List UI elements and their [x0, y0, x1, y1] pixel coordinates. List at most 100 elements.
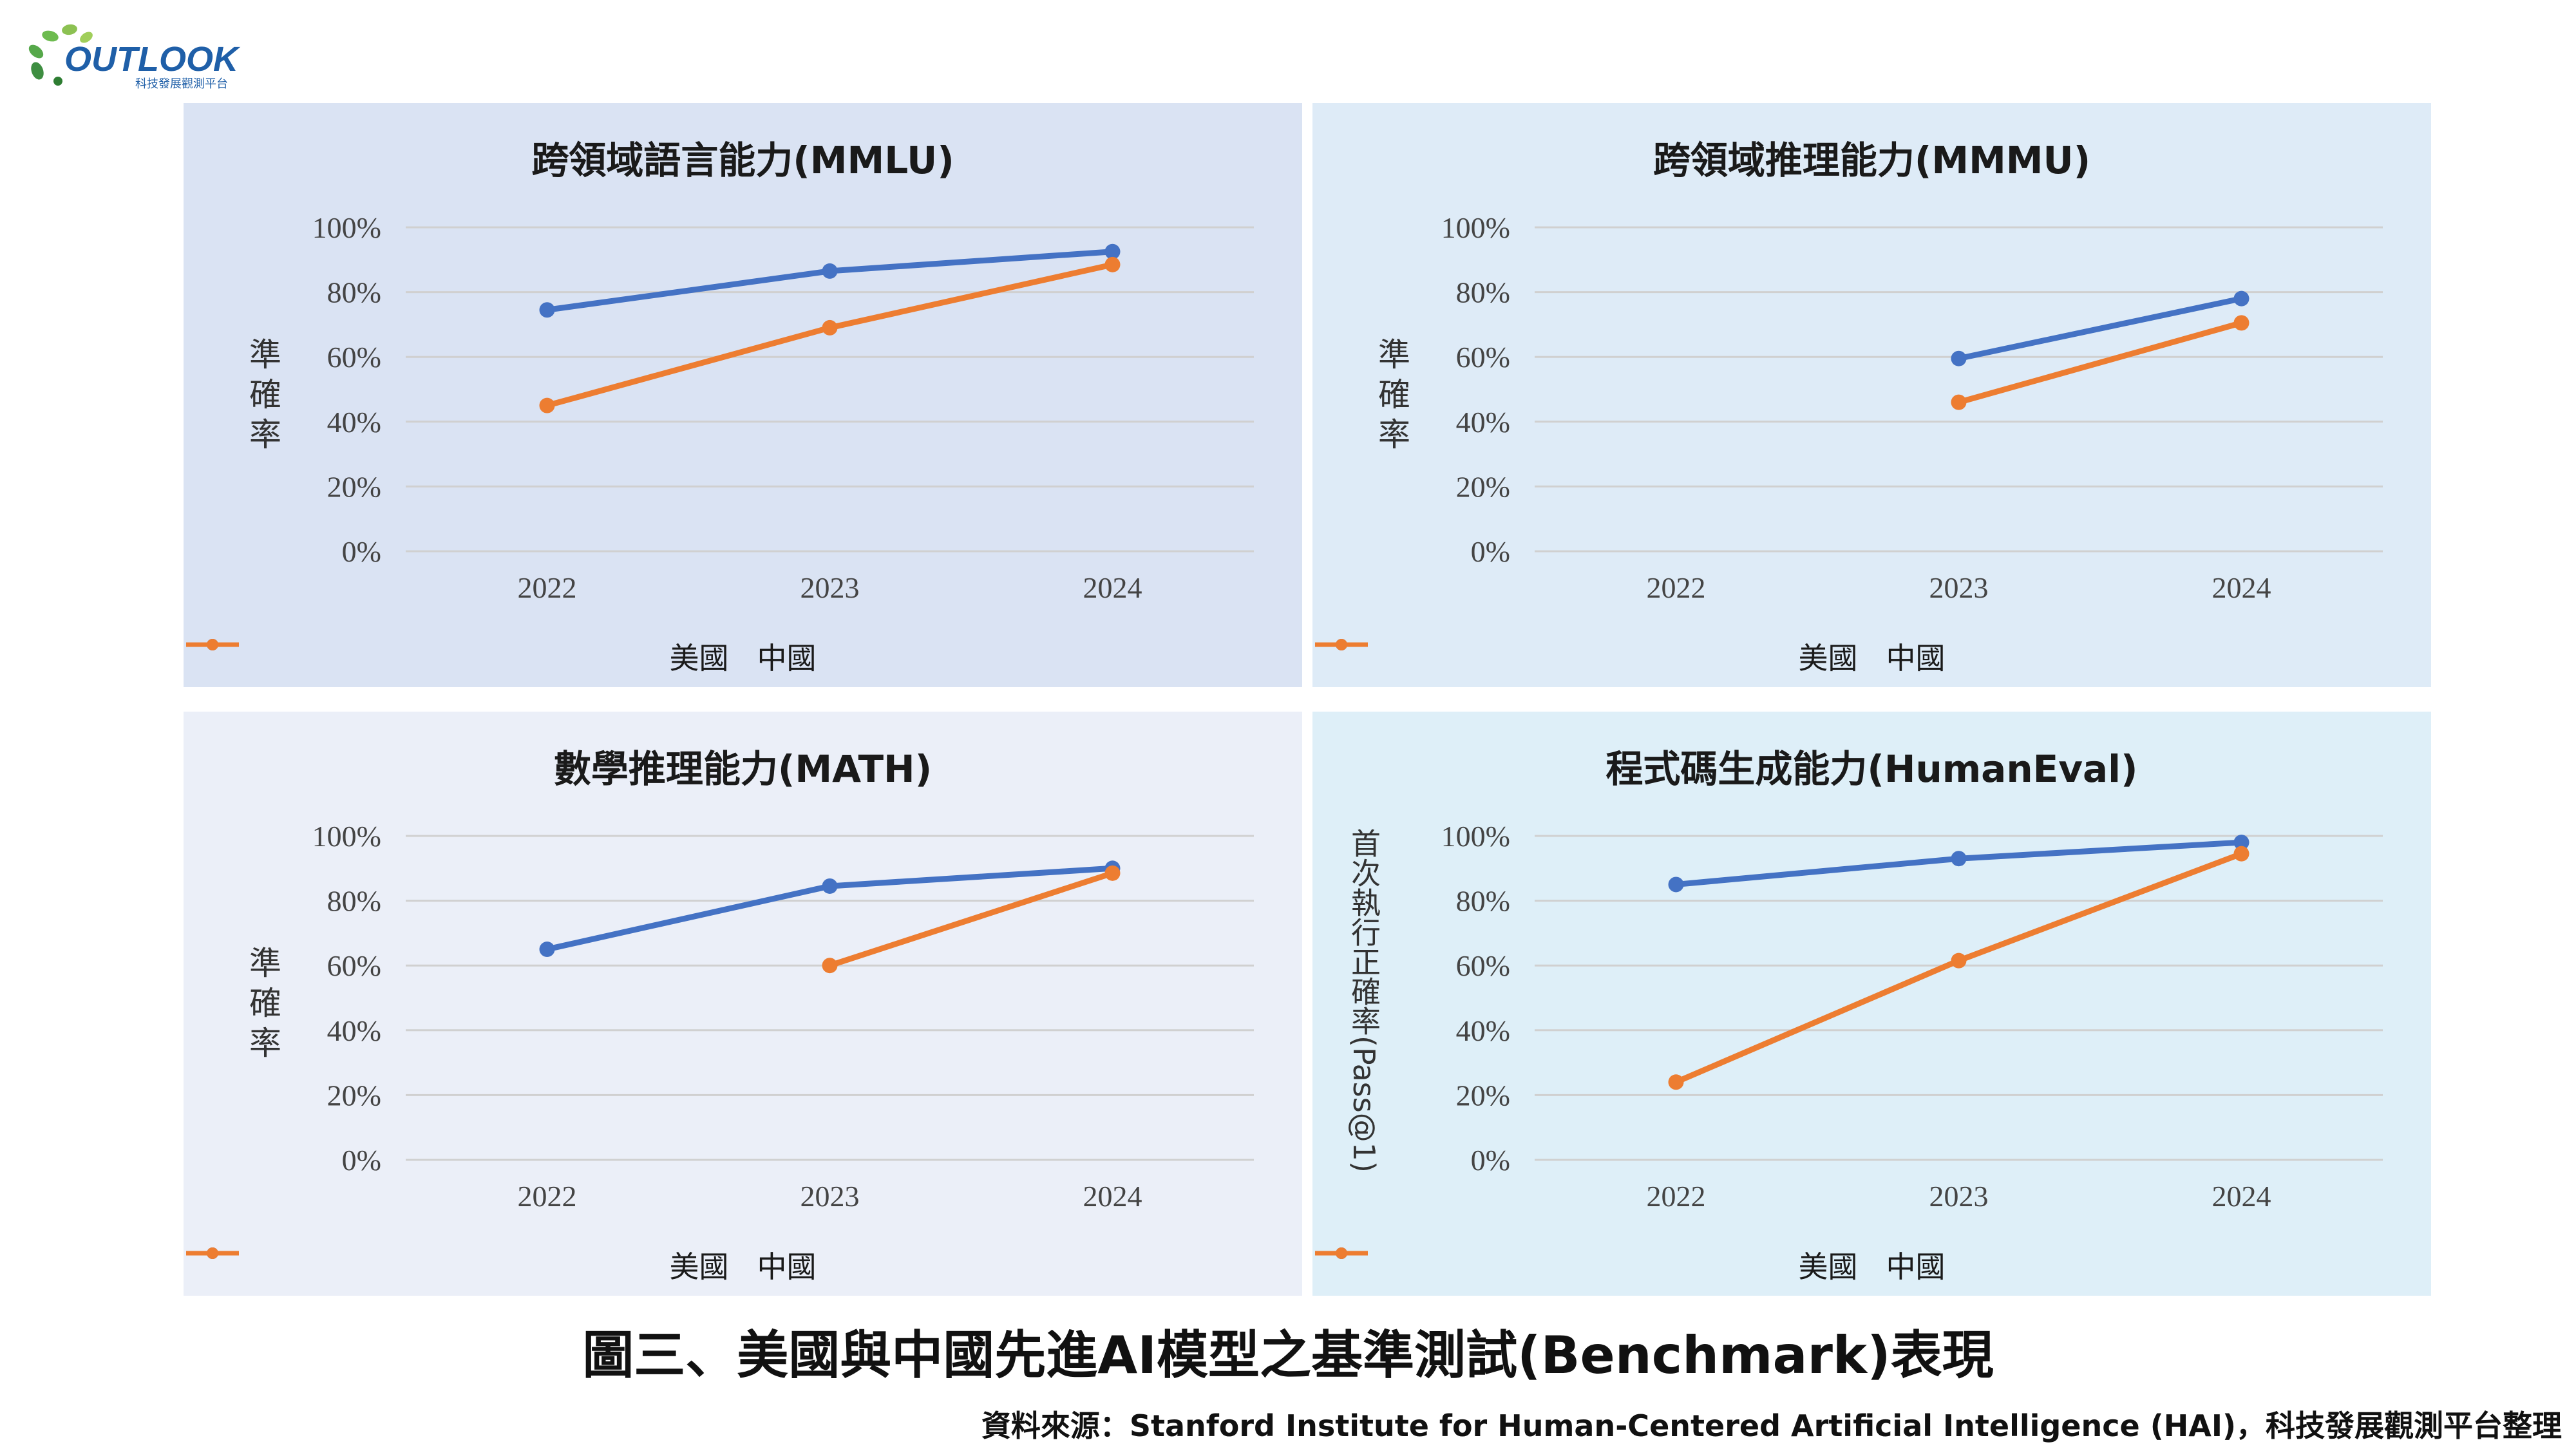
legend-label-us: 美國	[669, 641, 729, 676]
plot-background	[184, 103, 1302, 687]
data-point	[822, 263, 838, 279]
legend-label-cn: 中國	[757, 1249, 817, 1284]
source-note: 資料來源：Stanford Institute for Human-Center…	[981, 1408, 2562, 1443]
plot-background	[1312, 103, 2431, 687]
y-tick-label: 40%	[327, 1014, 381, 1047]
chart-title: 數學推理能力(MATH)	[553, 747, 933, 791]
logo-text: OUTLOOK	[64, 40, 241, 79]
x-tick-label: 2023	[1929, 571, 1989, 604]
chart-math: 0% 20% 40% 60% 80% 100% 2022 2023 2024	[184, 712, 1302, 1296]
data-point	[539, 397, 555, 413]
legend: 美國 中國	[1312, 1244, 2431, 1286]
y-tick-label: 80%	[327, 885, 381, 918]
legend: 美國 中國	[184, 1244, 1302, 1286]
data-point	[1104, 865, 1121, 881]
series-line	[827, 870, 1115, 969]
legend-line-cn-icon	[1315, 1247, 1368, 1259]
plot-background	[1312, 712, 2431, 1296]
data-point	[1104, 243, 1121, 260]
y-tick-label: 80%	[1456, 885, 1510, 918]
legend-line-cn-icon	[186, 1247, 239, 1259]
chart-title: 程式碼生成能力(HumanEval)	[1605, 747, 2138, 791]
data-point	[1951, 952, 1967, 969]
data-point	[539, 302, 555, 318]
y-tick-label: 60%	[1456, 341, 1510, 374]
legend-line-cn-icon	[186, 639, 239, 650]
series-line	[1956, 296, 2244, 362]
y-tick-label: 20%	[327, 470, 381, 503]
data-point	[822, 878, 838, 894]
data-point	[1951, 851, 1967, 867]
legend-line-cn-icon	[1315, 639, 1368, 650]
y-tick-label: 100%	[1441, 820, 1510, 853]
x-tick-label: 2022	[518, 1180, 577, 1213]
x-tick-label: 2023	[800, 1180, 860, 1213]
legend-item-cn: 中國	[186, 1244, 817, 1286]
chart-title: 跨領域語言能力(MMLU)	[531, 138, 954, 182]
y-tick-label: 20%	[1456, 1079, 1510, 1112]
y-tick-label: 80%	[327, 276, 381, 309]
legend-label-cn: 中國	[1886, 641, 1946, 676]
figure-caption: 圖三、美國與中國先進AI模型之基準測試(Benchmark)表現	[582, 1325, 1994, 1385]
y-tick-label: 0%	[1471, 1144, 1510, 1177]
legend-label-us: 美國	[1798, 1249, 1858, 1284]
y-tick-label: 0%	[1471, 535, 1510, 568]
chart-panel-humaneval: 0% 20% 40% 60% 80% 100% 2022 2023 2024 程式碼生成能力(H…	[1312, 712, 2431, 1296]
y-tick-label: 0%	[342, 1144, 381, 1177]
y-tick-label: 0%	[342, 535, 381, 568]
y-tick-label: 100%	[312, 820, 381, 853]
chart-mmlu: 0% 20% 40% 60% 80% 100% 2022 2023 2024	[184, 103, 1302, 687]
chart-mmmu: 0% 20% 40% 60% 80% 100% 2022 2023 2024	[1312, 103, 2431, 687]
x-tick-label: 2024	[2212, 1180, 2271, 1213]
x-tick-label: 2022	[1647, 571, 1706, 604]
legend-item-cn: 中國	[186, 635, 817, 677]
data-point	[1951, 350, 1967, 366]
data-point	[1951, 394, 1967, 410]
y-axis-label: 準確率	[1378, 336, 1410, 453]
y-tick-label: 60%	[327, 341, 381, 374]
x-tick-label: 2024	[1083, 571, 1142, 604]
outlook-logo: OUTLOOK 科技發展觀測平台	[19, 12, 264, 91]
y-tick-label: 100%	[1441, 211, 1510, 244]
data-point	[822, 319, 838, 336]
y-tick-label: 60%	[1456, 949, 1510, 982]
y-tick-label: 20%	[327, 1079, 381, 1112]
y-tick-label: 80%	[1456, 276, 1510, 309]
data-point	[1668, 876, 1684, 893]
data-point	[1104, 256, 1121, 272]
legend-label-cn: 中國	[1886, 1249, 1946, 1284]
chart-panel-math: 0% 20% 40% 60% 80% 100% 2022 2023 2024 數學推理能力(MA…	[184, 712, 1302, 1296]
logo-leaves-icon	[28, 24, 93, 86]
plot-background	[184, 712, 1302, 1296]
data-point	[2233, 835, 2249, 851]
legend-item-us: 美國	[186, 1244, 729, 1286]
chart-humaneval: 0% 20% 40% 60% 80% 100% 2022 2023 2024	[1312, 712, 2431, 1296]
data-point	[2233, 315, 2249, 331]
legend: 美國 中國	[184, 635, 1302, 677]
y-tick-label: 40%	[1456, 1014, 1510, 1047]
y-tick-label: 20%	[1456, 470, 1510, 503]
data-point	[539, 942, 555, 958]
legend-item-cn: 中國	[1315, 635, 1946, 677]
series-line	[1956, 319, 2244, 406]
legend: 美國 中國	[1312, 635, 2431, 677]
y-axis-label: 準確率	[249, 945, 281, 1062]
legend-label-us: 美國	[1798, 641, 1858, 676]
y-tick-label: 40%	[327, 406, 381, 439]
chart-title: 跨領域推理能力(MMMU)	[1653, 138, 2091, 182]
legend-item-cn: 中國	[1315, 1244, 1946, 1286]
logo-subtext: 科技發展觀測平台	[135, 77, 228, 89]
data-point	[1668, 1074, 1684, 1090]
x-tick-label: 2024	[2212, 571, 2271, 604]
x-tick-label: 2024	[1083, 1180, 1142, 1213]
legend-item-us: 美國	[1315, 1244, 1858, 1286]
legend-label-us: 美國	[669, 1249, 729, 1284]
x-tick-label: 2022	[518, 571, 577, 604]
x-tick-label: 2023	[800, 571, 860, 604]
x-tick-label: 2022	[1647, 1180, 1706, 1213]
chart-panel-mmmu: 0% 20% 40% 60% 80% 100% 2022 2023 2024 跨領域推理能力(M…	[1312, 103, 2431, 687]
y-tick-label: 100%	[312, 211, 381, 244]
data-point	[2233, 846, 2249, 862]
legend-item-us: 美國	[186, 635, 729, 677]
x-tick-label: 2023	[1929, 1180, 1989, 1213]
